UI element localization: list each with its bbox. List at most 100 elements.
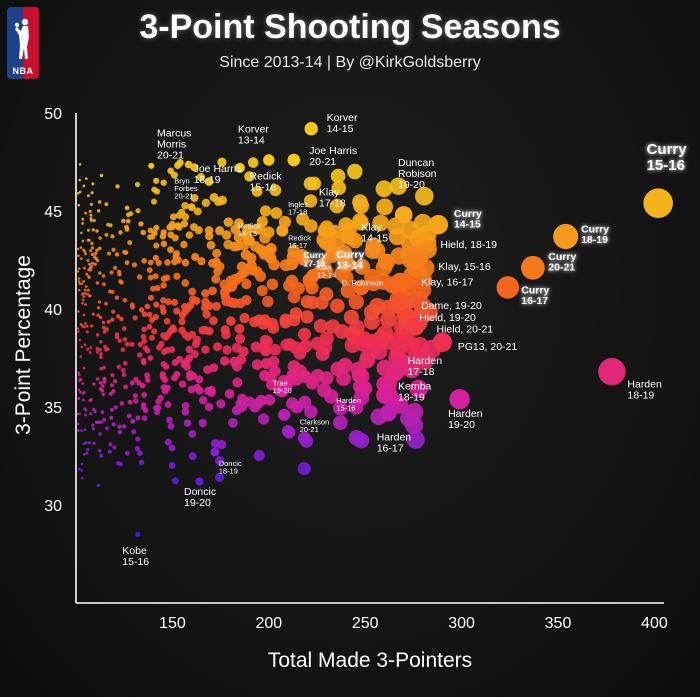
background-point	[137, 450, 143, 456]
background-point	[114, 252, 120, 257]
background-point	[353, 432, 370, 449]
background-point	[77, 254, 80, 257]
background-point	[88, 441, 92, 445]
background-point	[287, 360, 301, 373]
background-point	[85, 292, 89, 296]
annotation-line: 20-21	[157, 150, 184, 162]
background-point	[171, 359, 179, 366]
background-point	[78, 373, 81, 377]
annotation-line: Bryn	[174, 177, 189, 186]
background-point	[160, 384, 167, 391]
background-point	[78, 412, 81, 416]
background-point	[98, 387, 103, 391]
annotation-line: D. Robinson	[342, 279, 383, 288]
labeled-point	[353, 279, 370, 296]
background-point	[164, 401, 172, 408]
background-point	[78, 288, 81, 292]
background-point	[90, 191, 94, 195]
labeled-point	[496, 276, 520, 299]
background-point	[196, 173, 205, 182]
background-point	[180, 220, 189, 228]
background-point	[413, 348, 432, 367]
annotation-line: Kemba	[398, 380, 431, 392]
background-point	[86, 238, 90, 242]
background-point	[129, 341, 135, 347]
background-point	[105, 327, 109, 332]
annotation-line: Harden	[448, 408, 483, 420]
background-point	[245, 252, 257, 264]
background-point	[85, 330, 89, 334]
background-point	[102, 417, 107, 422]
background-point	[160, 282, 167, 289]
background-point	[124, 450, 130, 456]
labeled-point	[385, 365, 403, 383]
background-point	[84, 211, 87, 215]
chart-subtitle: Since 2013-14 | By @KirkGoldsberry	[219, 54, 481, 71]
background-point	[211, 257, 221, 267]
annotation-line: Dame, 19-20	[421, 300, 482, 312]
background-point	[94, 256, 98, 261]
background-point	[251, 359, 263, 370]
point-annotation: Curry 17-18	[304, 250, 327, 269]
annotation-line: 13-14	[238, 135, 265, 147]
annotation-line: Klay	[361, 222, 382, 234]
background-point	[138, 307, 145, 313]
point-annotation: Curry 16-17	[521, 284, 549, 307]
background-point	[141, 415, 148, 422]
background-point	[310, 368, 325, 383]
point-annotation: Kemba 18-19	[398, 380, 431, 403]
background-point	[151, 186, 158, 193]
background-point	[79, 246, 83, 249]
background-point	[259, 314, 271, 326]
background-point	[78, 282, 82, 286]
annotation-line: Redick	[288, 233, 311, 242]
x-tick-label: 300	[448, 615, 475, 632]
background-point	[120, 367, 126, 373]
annotation-line: Klay	[319, 186, 340, 198]
y-axis-label: 3-Point Percentage	[12, 255, 35, 435]
background-point	[319, 265, 334, 279]
background-point	[151, 198, 157, 205]
annotation-line: Klay, 16-17	[421, 277, 473, 289]
point-annotation: Redick 14-15	[238, 222, 261, 239]
annotation-line: 14-15	[327, 123, 354, 135]
background-point	[297, 462, 311, 476]
background-point	[94, 420, 99, 424]
point-annotation: Hield, 20-21	[437, 324, 494, 336]
background-point	[153, 242, 160, 249]
background-point	[247, 264, 258, 276]
background-point	[241, 278, 252, 290]
background-point	[181, 202, 189, 210]
background-point	[120, 347, 126, 353]
background-point	[211, 301, 221, 311]
background-point	[81, 382, 85, 385]
background-point	[406, 430, 425, 449]
background-point	[180, 240, 188, 249]
background-point	[97, 300, 102, 304]
background-point	[92, 218, 96, 223]
background-point	[99, 352, 103, 356]
background-point	[253, 450, 265, 461]
background-point	[96, 306, 101, 310]
background-point	[95, 281, 100, 285]
background-point	[338, 217, 354, 233]
background-point	[298, 370, 312, 384]
background-point	[117, 424, 122, 429]
background-point	[171, 298, 179, 306]
background-point	[221, 230, 232, 240]
background-point	[155, 404, 162, 411]
point-annotation: Curry 15-16	[647, 141, 688, 174]
background-point	[354, 259, 371, 275]
point-annotation: Doncic 19-20	[184, 486, 216, 509]
background-point	[122, 326, 127, 331]
background-point	[402, 336, 421, 355]
nba-logo: NBA	[7, 7, 39, 79]
background-point	[197, 257, 206, 266]
background-point	[98, 348, 102, 352]
x-tick-labels: 150 200 250 300 350 400	[159, 615, 668, 632]
background-point	[171, 477, 179, 485]
background-point	[270, 207, 283, 220]
x-tick-label: 350	[545, 615, 572, 632]
background-point	[136, 352, 143, 358]
background-point	[141, 326, 147, 333]
